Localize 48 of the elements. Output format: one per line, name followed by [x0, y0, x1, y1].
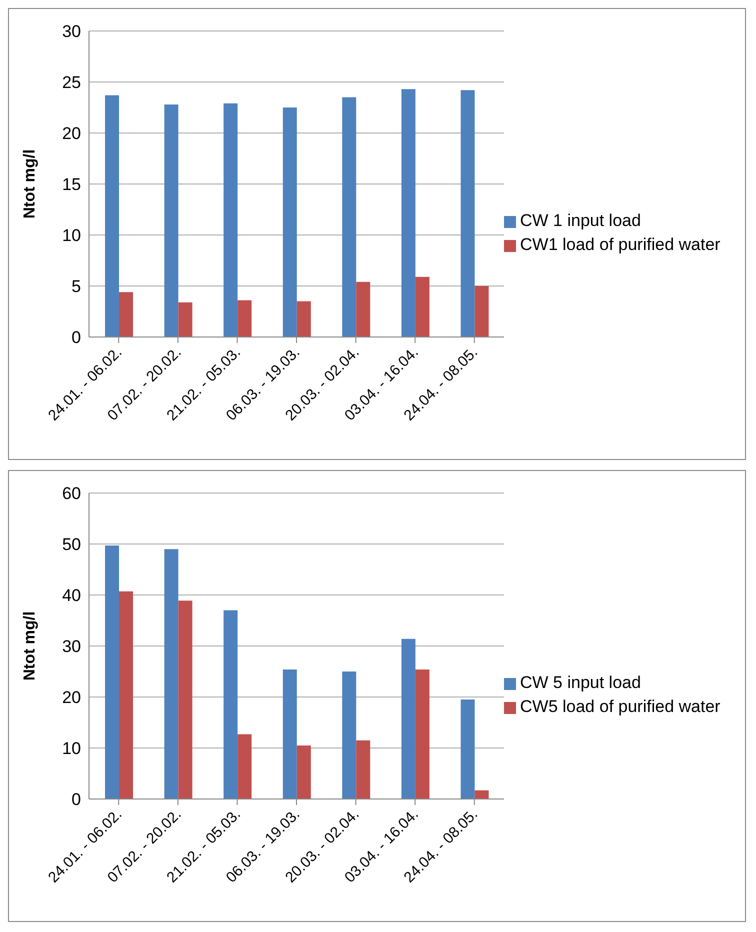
- y-axis-title: Ntot mg/l: [22, 611, 39, 681]
- bar: [282, 108, 297, 337]
- bar: [164, 104, 178, 337]
- bar: [105, 546, 120, 799]
- bar: [415, 276, 430, 337]
- bar: [224, 610, 238, 799]
- bar: [342, 97, 356, 337]
- bar: [415, 669, 430, 799]
- bar: [296, 745, 311, 799]
- bar: [401, 89, 416, 337]
- legend-label: CW 5 input load: [520, 673, 641, 692]
- bar: [474, 790, 489, 799]
- y-tick-label: 30: [62, 22, 81, 42]
- bar: [105, 95, 120, 337]
- bar: [178, 600, 192, 799]
- legend-label: CW 1 input load: [520, 211, 641, 230]
- y-axis-title: Ntot mg/l: [22, 149, 39, 219]
- y-tick-label: 5: [72, 277, 81, 296]
- bar: [342, 672, 356, 799]
- y-tick-label: 10: [62, 739, 81, 758]
- y-tick-label: 20: [62, 688, 81, 708]
- bar: [401, 638, 416, 799]
- bar: [460, 90, 475, 337]
- y-tick-label: 50: [62, 535, 81, 554]
- bar: [356, 282, 370, 337]
- bar: [356, 740, 370, 799]
- y-tick-label: 30: [62, 637, 81, 656]
- bar: [460, 700, 475, 799]
- y-tick-label: 25: [62, 73, 81, 92]
- y-tick-label: 40: [62, 586, 81, 606]
- bar: [119, 292, 134, 337]
- y-tick-label: 20: [62, 124, 81, 144]
- y-tick-label: 0: [72, 328, 81, 348]
- y-tick-label: 15: [62, 175, 81, 194]
- bar: [282, 669, 297, 799]
- bar: [178, 302, 192, 337]
- bar: [224, 103, 238, 337]
- bar: [164, 549, 178, 799]
- legend-label: CW5 load of purified water: [520, 697, 720, 716]
- bar: [238, 734, 252, 799]
- bar: [296, 301, 311, 337]
- bar: [119, 591, 134, 799]
- bar: [474, 286, 489, 337]
- legend-label: CW1 load of purified water: [520, 235, 720, 254]
- y-tick-label: 10: [62, 226, 81, 246]
- bar: [238, 300, 252, 337]
- y-tick-label: 60: [62, 484, 81, 504]
- y-tick-label: 0: [72, 790, 81, 810]
